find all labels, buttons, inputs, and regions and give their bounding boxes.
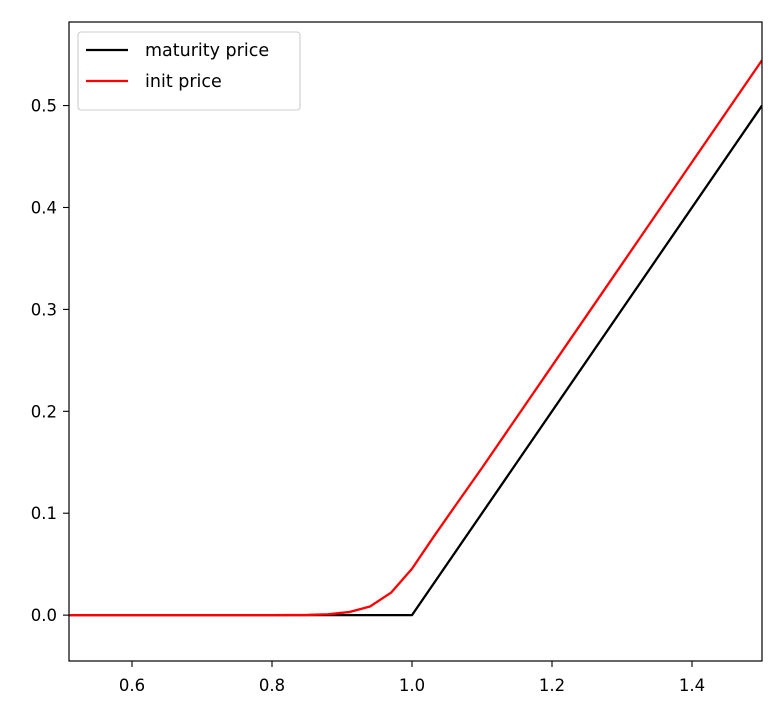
legend-label-1: init price — [145, 72, 222, 92]
x-tick-label: 1.0 — [399, 676, 425, 695]
plot-frame — [68, 21, 763, 662]
x-tick-label: 1.2 — [539, 676, 565, 695]
x-tick-label: 0.8 — [259, 676, 285, 695]
series-layer — [69, 59, 762, 617]
y-axis: 0.0 0.1 0.2 0.3 0.4 0.5 — [31, 97, 69, 625]
legend-box — [77, 31, 301, 111]
legend-label-0: maturity price — [145, 41, 269, 61]
y-tick-label: 0.5 — [31, 97, 57, 116]
x-axis: 0.6 0.8 1.0 1.2 1.4 — [119, 661, 705, 695]
y-tick-label: 0.4 — [31, 198, 57, 217]
series-line-1 — [69, 59, 762, 617]
x-tick-label: 0.6 — [119, 676, 145, 695]
y-tick-label: 0.1 — [31, 504, 57, 523]
legend: maturity price init price — [77, 31, 301, 111]
y-tick-label: 0.0 — [31, 606, 57, 625]
y-tick-label: 0.2 — [31, 402, 57, 421]
x-tick-label: 1.4 — [679, 676, 705, 695]
y-tick-label: 0.3 — [31, 300, 57, 319]
